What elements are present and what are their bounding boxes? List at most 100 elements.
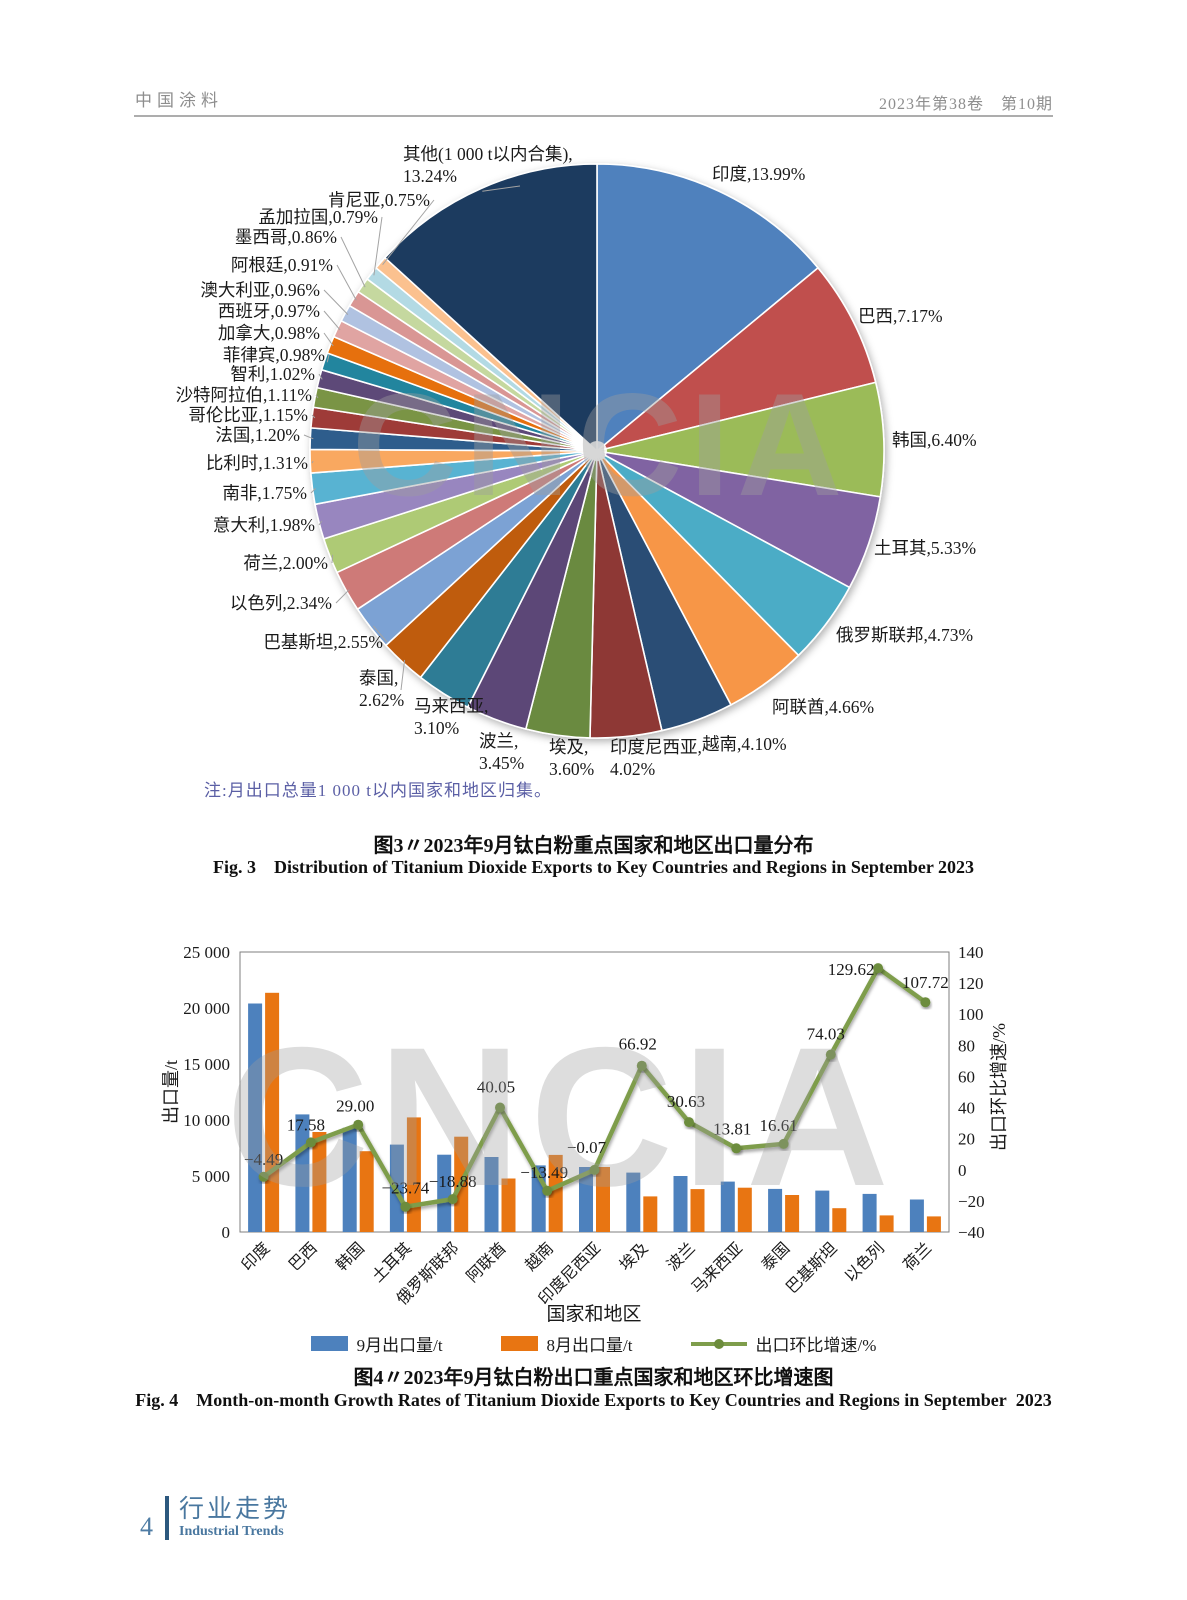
growth-marker <box>305 1137 316 1148</box>
right-axis-tick-label: −20 <box>958 1192 985 1211</box>
pie-slice <box>596 267 877 452</box>
category-label: 印度 <box>238 1239 273 1274</box>
bar-september <box>768 1188 783 1232</box>
legend-item-august: 8月出口量/t <box>500 1331 633 1356</box>
pie-slice-label: 阿联酋,4.66% <box>772 697 874 717</box>
category-label: 韩国 <box>333 1239 368 1274</box>
bar-september <box>342 1127 357 1232</box>
pie-slice-label: 巴基斯坦,2.55% <box>263 632 383 652</box>
pie-slice-label: 埃及, 3.60% <box>549 737 594 779</box>
right-axis-tick-label: 60 <box>958 1067 975 1086</box>
pie-slice-label: 法国,1.20% <box>215 425 300 445</box>
pie-slice-label: 南非,1.75% <box>222 483 307 503</box>
category-label: 巴基斯坦 <box>783 1239 841 1297</box>
pie-slice-label: 沙特阿拉伯,1.11% <box>176 385 312 405</box>
pie-leader-line <box>310 488 316 494</box>
bar-august <box>690 1189 705 1232</box>
pie-slice-label: 加拿大,0.98% <box>218 323 320 343</box>
legend-swatch-september <box>310 1336 348 1351</box>
pie-slice-label: 意大利,1.98% <box>213 515 315 535</box>
left-axis-tick-label: 20 000 <box>183 999 230 1018</box>
growth-marker <box>778 1138 789 1149</box>
pie-slice-label: 荷兰,2.00% <box>243 553 328 573</box>
section-title-en: Industrial Trends <box>179 1523 284 1539</box>
legend-swatch-august <box>500 1336 538 1351</box>
category-label: 埃及 <box>616 1239 651 1274</box>
pie-slice-label: 巴西,7.17% <box>858 306 943 326</box>
left-axis-tick-label: 5 000 <box>192 1167 230 1186</box>
growth-marker <box>636 1060 647 1071</box>
footer-section: 行业走势 Industrial Trends <box>179 1496 291 1540</box>
growth-data-label: 17.58 <box>287 1115 325 1134</box>
category-label: 越南 <box>522 1239 557 1274</box>
category-label: 阿联酋 <box>463 1239 510 1286</box>
pie-slices-group <box>309 163 885 739</box>
bar-chart-svg: 0 5 000 10 000 15 000 20 000 25 000 −40 −20 0 20 4… <box>161 943 1009 1325</box>
legend-label-august: 8月出口量/t <box>546 1336 633 1355</box>
growth-data-label: −4.49 <box>244 1150 283 1169</box>
pie-leader-line <box>315 394 319 399</box>
pie-slice-label: 肯尼亚,0.75% <box>328 190 430 210</box>
pie-leader-line <box>331 554 334 564</box>
bar-august <box>643 1196 658 1232</box>
right-axis-tick-label: 20 <box>958 1130 975 1149</box>
bar-august <box>359 1151 374 1232</box>
category-label: 荷兰 <box>900 1239 935 1274</box>
growth-data-label: 16.61 <box>759 1116 797 1135</box>
growth-data-label: −18.88 <box>429 1172 477 1191</box>
pie-leader-line <box>318 520 323 526</box>
bar-august <box>406 1117 421 1232</box>
pie-slice-label: 智利,1.02% <box>230 364 315 384</box>
bar-august <box>879 1215 894 1232</box>
bar-september <box>720 1181 735 1232</box>
pie-slice-label: 墨西哥,0.86% <box>235 227 337 247</box>
header-rule <box>134 115 1053 117</box>
growth-data-label: −0.07 <box>567 1138 607 1157</box>
figure3-caption-en: Fig. 3 Distribution of Titanium Dioxide … <box>212 857 975 877</box>
pie-leader-line <box>400 659 406 691</box>
figure4-caption-zh: 图4〃2023年9月钛白粉出口重点国家和地区环比增速图 <box>353 1367 834 1389</box>
growth-marker <box>495 1102 505 1113</box>
bar-september <box>862 1193 877 1232</box>
left-axis-tick-label: 25 000 <box>183 943 230 962</box>
growth-marker <box>400 1201 411 1212</box>
pie-leader-line <box>482 185 521 192</box>
left-axis-tick-label: 0 <box>222 1223 231 1242</box>
bar-september <box>248 1003 263 1232</box>
growth-marker <box>589 1164 600 1175</box>
plot-area-border <box>239 951 950 1233</box>
pie-slice-label: 以色列,2.34% <box>230 593 332 613</box>
right-axis-tick-label: 120 <box>958 974 984 993</box>
footer-divider <box>165 1496 169 1540</box>
pie-leader-line <box>303 434 314 440</box>
pie-leader-line <box>340 236 366 288</box>
growth-data-label: 13.81 <box>713 1119 751 1138</box>
bar-august <box>785 1195 800 1232</box>
legend-line-marker-icon <box>690 1338 747 1349</box>
pie-leader-line <box>336 264 357 301</box>
section-title-zh: 行业走势 <box>179 1496 292 1523</box>
pie-leader-line <box>311 414 316 419</box>
category-label: 波兰 <box>663 1239 698 1274</box>
pie-leader-line <box>326 354 330 363</box>
growth-data-label: 129.62 <box>828 960 875 979</box>
pie-chart-svg: 印度,13.99% 巴西,7.17% 韩国,6.40% 土耳其,5.33% 俄罗斯联邦,… <box>176 144 977 779</box>
right-axis-tick-label: 100 <box>958 1005 984 1024</box>
pie-slice-label: 阿根廷,0.91% <box>231 255 333 275</box>
right-axis-tick-label: 40 <box>958 1099 975 1118</box>
right-axis-title: 出口环比增速/% <box>989 1023 1009 1151</box>
pie-slice-label: 俄罗斯联邦,4.73% <box>836 625 973 645</box>
pie-slice-label: 马来西亚, 3.10% <box>414 696 488 738</box>
pie-slice-label: 印度,13.99% <box>712 164 805 184</box>
category-label: 以色列 <box>841 1239 888 1286</box>
bar-august <box>548 1154 563 1232</box>
growth-data-label: −13.49 <box>520 1163 568 1182</box>
pie-center-highlight <box>587 441 607 461</box>
pie-slice <box>596 163 819 452</box>
pie-slice-label: 韩国,6.40% <box>892 430 977 450</box>
figure4-caption-en: Fig. 4 Month-on-month Growth Rates of Ti… <box>135 1390 1052 1410</box>
bar-august <box>832 1208 847 1232</box>
pie-slice-label: 比利时,1.31% <box>206 453 308 473</box>
category-label: 巴西 <box>286 1240 321 1275</box>
growth-data-label: 30.63 <box>667 1092 705 1111</box>
